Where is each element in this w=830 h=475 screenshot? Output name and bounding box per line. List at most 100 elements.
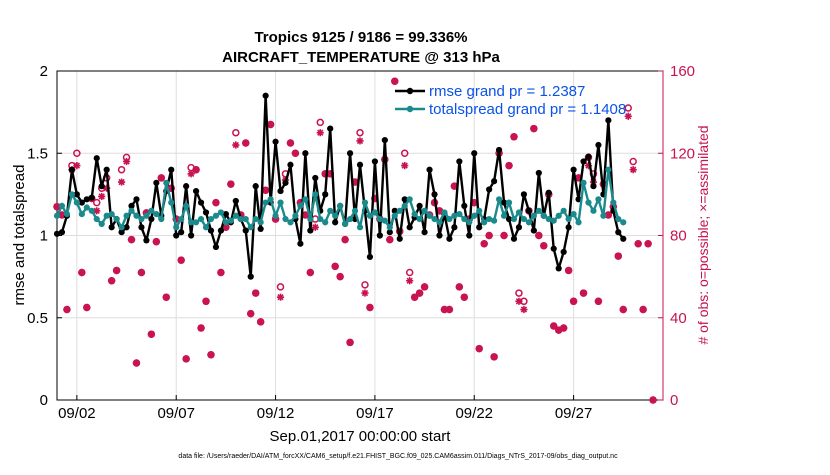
totalspread-point [128, 207, 135, 214]
totalspread-point [600, 212, 607, 219]
totalspread-point [585, 199, 592, 206]
rmse-point [500, 199, 508, 206]
rmse-point [376, 232, 383, 239]
rmse-point [456, 158, 463, 165]
totalspread-point [163, 179, 170, 186]
obs-assimilated-marker [520, 305, 528, 314]
totalspread-point [446, 215, 453, 223]
obs-assimilated-marker [386, 236, 394, 244]
obs-assimilated-marker [162, 293, 170, 301]
rmse-point [505, 215, 513, 223]
obs-assimilated-marker [113, 266, 121, 275]
obs-assimilated-marker [222, 223, 230, 231]
rmse-point [436, 232, 443, 239]
totalspread-point [217, 209, 225, 216]
rmse-point [346, 150, 354, 157]
rmse-point [406, 224, 413, 231]
totalspread-point [605, 166, 612, 173]
obs-assimilated-marker [346, 338, 354, 347]
rmse-point [232, 197, 239, 205]
totalspread-point [401, 202, 408, 209]
rmse-point [123, 224, 130, 231]
obs-assimilated-marker [152, 238, 160, 246]
rmse-point [471, 150, 478, 157]
totalspread-point [560, 207, 567, 214]
obs-assimilated-marker [58, 211, 66, 219]
obs-assimilated-marker [108, 277, 116, 285]
y-right-tick-label: 0 [670, 392, 678, 409]
obs-assimilated-marker [450, 182, 458, 190]
obs-assimilated-marker [440, 305, 449, 314]
obs-assimilated-marker [579, 289, 588, 297]
obs-assimilated-marker [217, 268, 225, 277]
obs-assimilated-marker [420, 283, 429, 291]
rmse-point [590, 183, 597, 190]
totalspread-point [272, 212, 279, 219]
totalspread-point [520, 215, 528, 223]
obs-assimilated-marker [391, 77, 399, 85]
obs-assimilated-marker [560, 324, 568, 332]
totalspread-point [570, 211, 577, 218]
obs-assimilated-marker [594, 297, 603, 305]
obs-assimilated-marker [624, 112, 632, 120]
totalspread-point [192, 219, 200, 226]
totalspread-point [307, 215, 314, 223]
x-tick-label: 09/12 [257, 405, 295, 422]
y-axis-label: rmse and totalspread [11, 165, 28, 306]
totalspread-point [237, 215, 244, 223]
obs-possible-marker [515, 289, 523, 297]
legend-totalspread-marker [406, 105, 414, 113]
totalspread-point [262, 199, 269, 206]
rmse-point [133, 196, 140, 203]
rmse-point [327, 125, 334, 132]
totalspread-point [461, 215, 468, 223]
totalspread-point [58, 202, 66, 209]
obs-assimilated-marker [361, 289, 369, 297]
rmse-point [491, 178, 498, 185]
rmse-point [560, 248, 567, 256]
totalspread-point [103, 212, 110, 219]
obs-assimilated-marker [172, 215, 180, 223]
obs-assimilated-marker [132, 359, 141, 367]
obs-assimilated-marker [331, 262, 339, 270]
totalspread-point [580, 179, 587, 186]
totalspread-point [212, 212, 220, 219]
totalspread-point [118, 224, 125, 231]
rmse-point [486, 186, 493, 193]
y-tick-label: 1.5 [27, 145, 48, 162]
obs-assimilated-marker [137, 268, 146, 277]
totalspread-point [431, 215, 438, 223]
obs-assimilated-marker [574, 174, 583, 182]
totalspread-point [456, 211, 463, 218]
obs-assimilated-marker [540, 242, 548, 250]
obs-assimilated-marker [98, 192, 106, 201]
rmse-point [555, 265, 562, 272]
totalspread-point [292, 212, 299, 219]
legend-rmse-label: rmse grand pr = 1.2387 [429, 83, 585, 100]
rmse-point [565, 224, 572, 231]
totalspread-point [545, 215, 552, 223]
obs-assimilated-marker [435, 207, 444, 215]
obs-possible-marker [356, 128, 364, 137]
obs-assimilated-marker [341, 236, 349, 244]
rmse-point [446, 235, 453, 242]
obs-assimilated-marker [177, 256, 185, 264]
obs-assimilated-marker [147, 330, 155, 338]
obs-assimilated-marker [247, 310, 255, 318]
rmse-point [431, 191, 438, 198]
y-tick-label: 0.5 [27, 310, 48, 327]
obs-assimilated-marker [122, 157, 131, 166]
totalspread-point [98, 220, 105, 228]
obs-assimilated-marker [296, 199, 304, 207]
rmse-point [108, 224, 115, 231]
rmse-point [98, 183, 105, 190]
obs-assimilated-marker [266, 120, 275, 129]
totalspread-point [138, 215, 145, 223]
totalspread-point [610, 199, 617, 206]
totalspread-point [535, 207, 542, 214]
rmse-point [297, 240, 304, 247]
obs-assimilated-marker [614, 252, 622, 260]
obs-assimilated-marker [212, 199, 220, 207]
y-right-tick-label: 80 [670, 228, 687, 245]
rmse-point [476, 224, 483, 231]
